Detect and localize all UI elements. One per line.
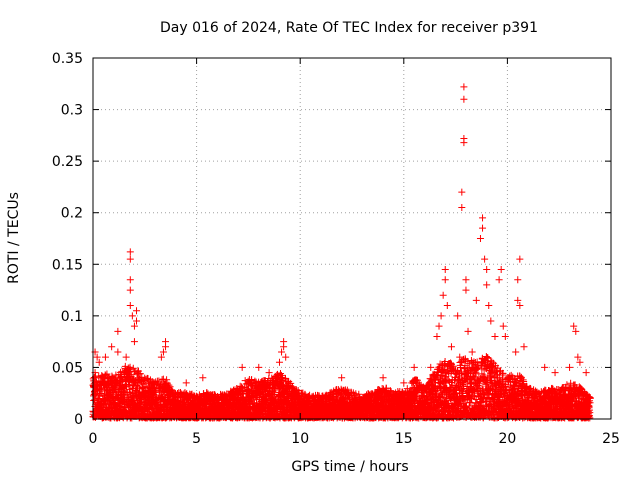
data-point — [126, 366, 134, 374]
data-point — [136, 370, 144, 378]
data-point — [165, 381, 173, 389]
data-point — [103, 370, 111, 378]
data-points — [89, 83, 594, 422]
data-point — [92, 386, 100, 394]
data-point — [159, 375, 167, 383]
chart-title: Day 016 of 2024, Rate Of TEC Index for r… — [160, 20, 538, 36]
gridlines — [93, 58, 611, 419]
data-point — [237, 383, 245, 391]
data-point — [117, 372, 125, 380]
data-point — [90, 374, 98, 382]
